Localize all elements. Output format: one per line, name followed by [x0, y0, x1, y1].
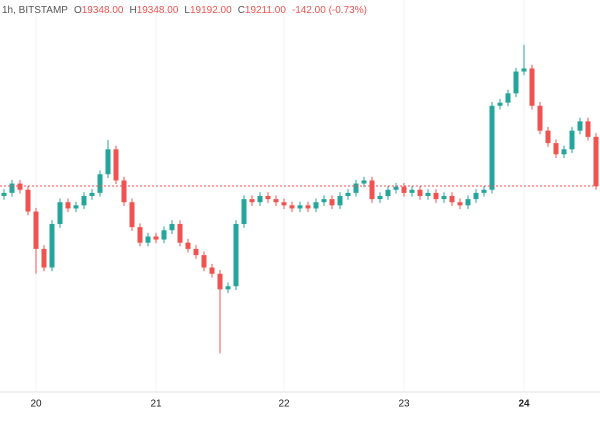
field-value: 19192.00: [190, 5, 232, 16]
candle-body: [105, 149, 111, 175]
candle-body: [401, 186, 407, 193]
candle-body: [265, 196, 271, 200]
candle-body: [97, 174, 103, 193]
candle-body: [537, 105, 543, 131]
candle-body: [129, 202, 135, 228]
candle-body: [217, 273, 223, 290]
x-axis: 20 21 22 23 24: [0, 391, 600, 410]
field-value: 19211.00: [245, 5, 286, 16]
candle-body: [449, 196, 455, 203]
candle-body: [513, 71, 519, 94]
candle-body: [17, 183, 23, 190]
candle-body: [209, 267, 215, 274]
candle-body: [465, 199, 471, 206]
candle-body: [361, 180, 367, 184]
candle-body: [417, 189, 423, 196]
field-label: L: [184, 5, 190, 16]
candle-body: [521, 68, 527, 72]
candle-body: [409, 189, 415, 193]
candle-body: [529, 68, 535, 106]
candle-body: [161, 230, 167, 240]
candle-body: [233, 224, 239, 287]
candle-body: [273, 199, 279, 203]
candle-body: [497, 102, 503, 106]
candle-body: [321, 199, 327, 203]
candle-body: [441, 196, 447, 200]
candle-body: [313, 202, 319, 209]
candle-body: [353, 183, 359, 193]
x-tick-label: 24: [518, 399, 530, 410]
candle-body: [289, 205, 295, 209]
candle-body: [193, 248, 199, 256]
x-tick-label: 23: [398, 399, 410, 410]
candle-body: [241, 199, 247, 224]
candle-body: [153, 236, 159, 240]
candle-body: [185, 242, 191, 249]
candle-body: [425, 192, 431, 196]
candle-body: [1, 192, 7, 196]
candle-body: [505, 93, 511, 103]
candle-body: [457, 202, 463, 206]
candle-body: [377, 196, 383, 200]
candle-body: [257, 196, 263, 203]
candle-body: [337, 196, 343, 206]
candle-body: [145, 236, 151, 243]
candle-body: [249, 199, 255, 203]
candle-body: [81, 196, 87, 206]
candle-body: [561, 149, 567, 155]
candle-body: [225, 286, 231, 290]
field-value: 19348.00: [137, 5, 179, 16]
candle-body: [177, 224, 183, 243]
candle-body: [297, 205, 303, 209]
field-label: O: [74, 5, 82, 16]
candle-body: [345, 192, 351, 196]
candle-body: [25, 189, 31, 212]
x-tick-label: 22: [278, 399, 290, 410]
candle-body: [169, 224, 175, 231]
candle-body: [577, 121, 583, 131]
candle-body: [49, 224, 55, 268]
legend-header: 1h, BITSTAMP O19348.00 H19348.00 L19192.00 C…: [2, 5, 367, 16]
candles: [1, 44, 599, 354]
candle-body: [305, 205, 311, 209]
candle-body: [385, 189, 391, 196]
candle-body: [65, 202, 71, 209]
candle-body: [33, 211, 39, 249]
candle-body: [473, 192, 479, 200]
candle-body: [57, 202, 63, 224]
candle-body: [553, 143, 559, 155]
candle-body: [593, 136, 599, 187]
candle-body: [481, 189, 487, 193]
candle-body: [281, 202, 287, 206]
x-tick-label: 21: [150, 399, 162, 410]
candle-body: [89, 192, 95, 196]
candle-body: [393, 186, 399, 190]
symbol: 1h, BITSTAMP: [2, 5, 68, 16]
x-tick-label: 20: [30, 399, 42, 410]
field-value: 19348.00: [82, 5, 124, 16]
candle-body: [489, 105, 495, 190]
candle-body: [73, 205, 79, 209]
candle-body: [201, 255, 207, 268]
candle-body: [329, 199, 335, 206]
candle-body: [113, 149, 119, 181]
field-label: C: [238, 5, 245, 16]
candle-body: [569, 130, 575, 150]
candle-body: [121, 180, 127, 203]
candle-body: [585, 121, 591, 137]
candle-body: [9, 183, 15, 193]
field-label: H: [129, 5, 136, 16]
candle-body: [41, 248, 47, 268]
change: -142.00 (-0.73%): [292, 5, 367, 16]
candle-body: [545, 130, 551, 144]
candle-body: [137, 227, 143, 243]
candle-body: [433, 192, 439, 200]
candle-body: [369, 180, 375, 200]
